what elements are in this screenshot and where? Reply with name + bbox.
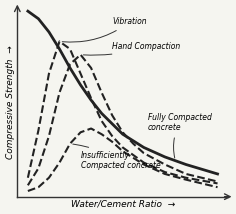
Y-axis label: Compressive Strength  →: Compressive Strength → xyxy=(6,45,15,159)
X-axis label: Water/Cement Ratio  →: Water/Cement Ratio → xyxy=(71,199,175,208)
Text: Insufficiently
Compacted concrete: Insufficiently Compacted concrete xyxy=(73,144,160,170)
Text: Vibration: Vibration xyxy=(62,17,147,42)
Text: Hand Compaction: Hand Compaction xyxy=(83,42,180,55)
Text: Fully Compacted
concrete: Fully Compacted concrete xyxy=(148,113,212,158)
